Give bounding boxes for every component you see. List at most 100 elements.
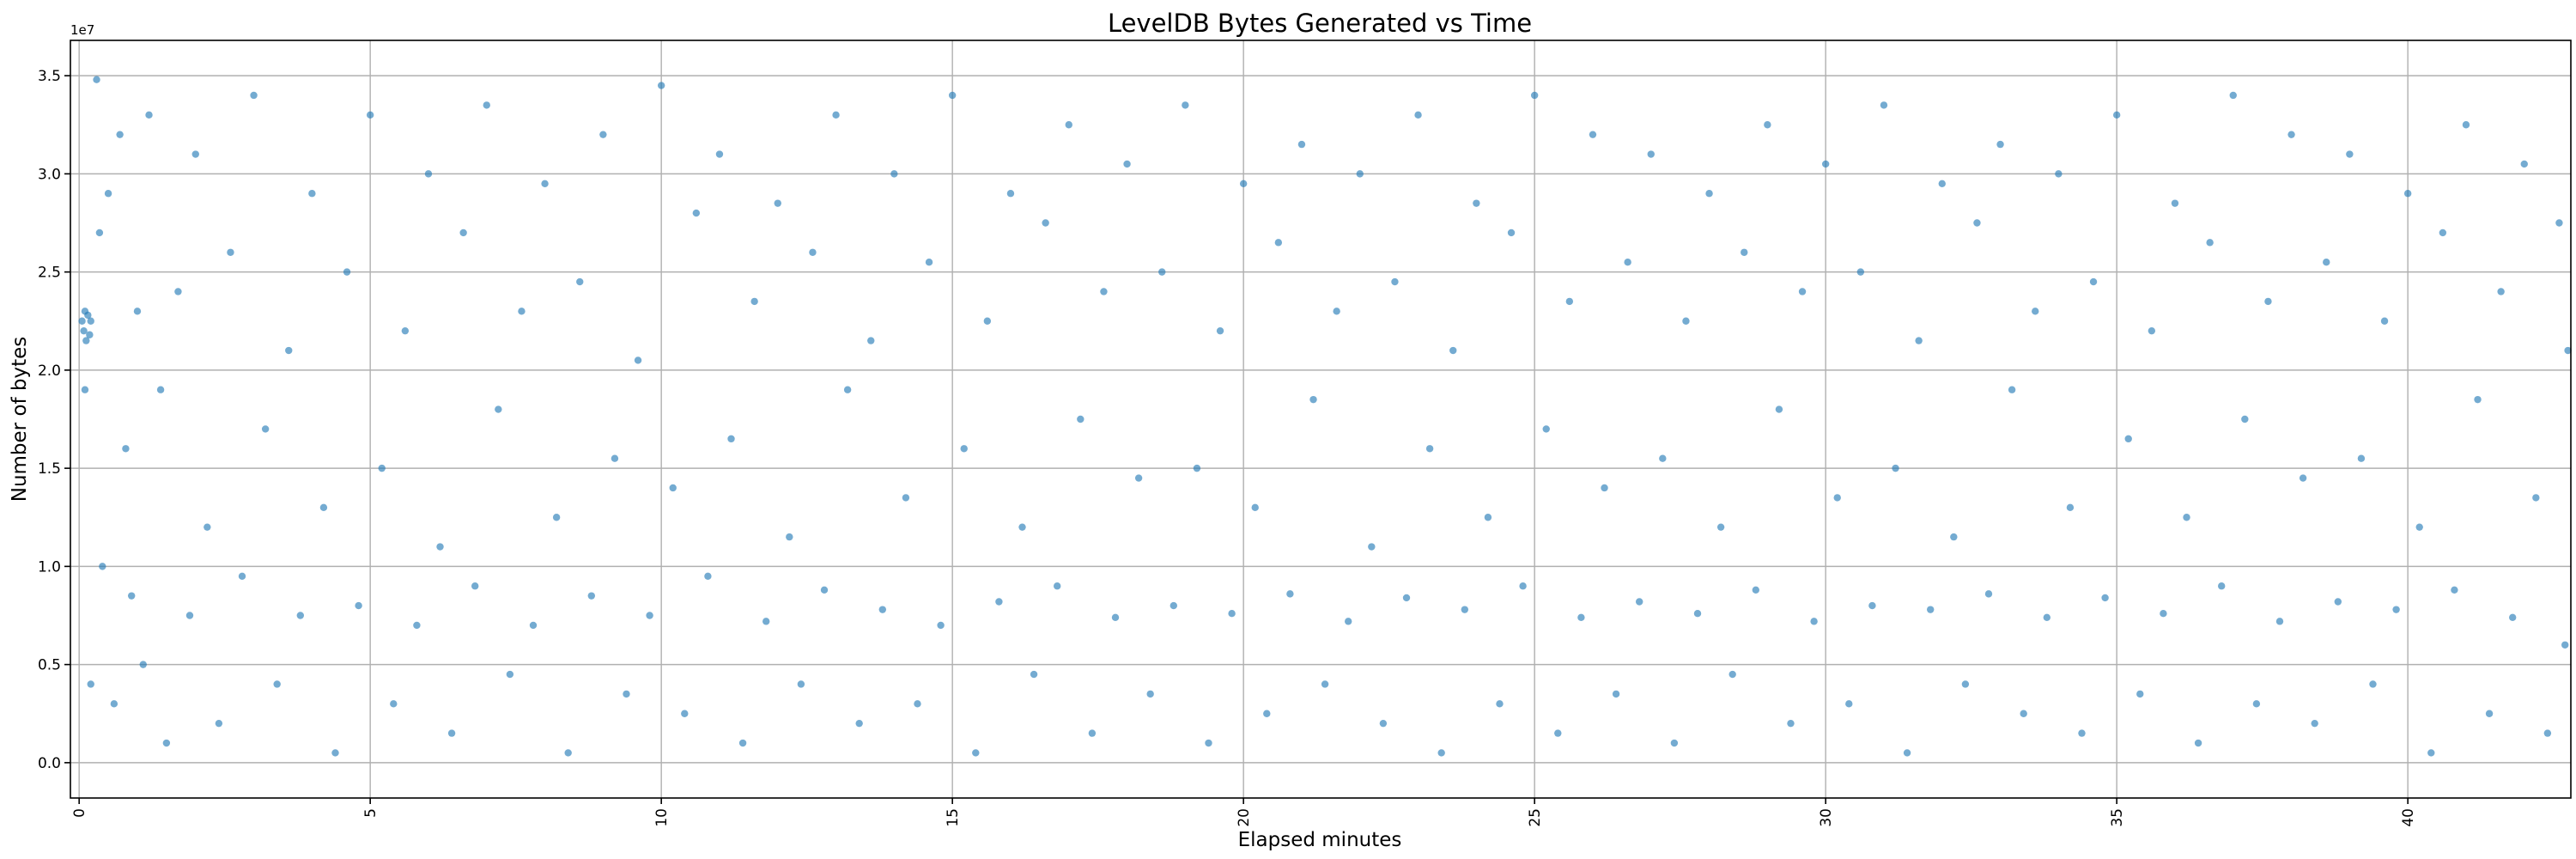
- data-point: [2299, 474, 2307, 482]
- data-point: [1787, 719, 1795, 728]
- data-point: [727, 435, 735, 443]
- data-point: [2089, 277, 2098, 286]
- data-point: [715, 150, 724, 158]
- data-point: [587, 592, 596, 600]
- data-point: [2148, 326, 2156, 335]
- data-point: [1670, 739, 1679, 747]
- data-point: [1484, 514, 1492, 521]
- data-point: [133, 308, 142, 315]
- data-point: [1437, 749, 1445, 757]
- data-point: [786, 533, 793, 541]
- x-tick-label: 0: [71, 808, 88, 818]
- data-point: [1833, 494, 1841, 502]
- data-point: [1589, 131, 1597, 138]
- chart-title: LevelDB Bytes Generated vs Time: [1108, 9, 1532, 38]
- data-point: [611, 454, 619, 462]
- data-point: [87, 680, 94, 688]
- data-point: [2497, 288, 2505, 295]
- data-point: [797, 680, 805, 688]
- data-point: [1461, 606, 1469, 613]
- data-point: [1228, 610, 1236, 618]
- data-point: [2561, 641, 2569, 649]
- data-point: [2392, 606, 2400, 613]
- data-point: [937, 621, 945, 630]
- data-point: [1170, 601, 1178, 610]
- data-point: [2229, 91, 2237, 100]
- data-point: [1356, 170, 1364, 178]
- data-point: [122, 445, 130, 453]
- data-point: [1821, 160, 1830, 168]
- data-point: [1193, 464, 1201, 472]
- data-point: [1798, 288, 1807, 295]
- data-point: [506, 670, 514, 679]
- data-point: [1764, 121, 1771, 129]
- y-axis-offset-label: 1e7: [70, 22, 94, 38]
- data-point: [1333, 308, 1340, 315]
- data-point: [878, 606, 887, 613]
- data-point: [1577, 613, 1585, 621]
- y-tick-label: 0.5: [38, 657, 61, 674]
- data-point: [261, 425, 270, 433]
- data-point: [2564, 346, 2572, 355]
- data-point: [738, 739, 747, 747]
- data-point: [1309, 395, 1317, 404]
- data-point: [250, 91, 258, 100]
- data-point: [127, 592, 136, 600]
- data-point: [1856, 268, 1865, 276]
- data-point: [185, 612, 194, 619]
- data-point: [1530, 91, 1539, 100]
- data-point: [832, 111, 840, 119]
- x-tick-label: 20: [1236, 808, 1253, 827]
- data-point: [1030, 670, 1038, 679]
- data-point: [855, 719, 863, 728]
- data-point: [2066, 503, 2075, 512]
- x-tick-label: 5: [362, 808, 380, 818]
- data-point: [1449, 346, 1457, 355]
- data-point: [1507, 228, 1516, 237]
- data-point: [1251, 503, 1259, 512]
- data-point: [1042, 219, 1049, 227]
- data-point: [227, 248, 234, 256]
- data-point: [1425, 445, 1434, 453]
- data-point: [390, 700, 398, 708]
- data-point: [2275, 618, 2284, 625]
- data-point: [809, 248, 817, 256]
- data-point: [552, 514, 561, 521]
- data-point: [104, 190, 112, 198]
- data-point: [1845, 700, 1853, 708]
- y-tick-label: 2.0: [38, 362, 61, 380]
- data-point: [995, 598, 1003, 606]
- data-point: [657, 82, 665, 89]
- data-point: [820, 586, 829, 594]
- data-point: [1496, 700, 1504, 708]
- data-point: [902, 494, 910, 502]
- data-point: [914, 700, 921, 708]
- data-point: [1728, 670, 1736, 679]
- x-tick-label: 30: [1818, 808, 1835, 827]
- data-point: [2543, 729, 2552, 737]
- data-point: [1065, 121, 1072, 129]
- data-point: [1182, 101, 1189, 109]
- data-point: [2334, 598, 2342, 606]
- data-point: [1205, 739, 1212, 747]
- data-point: [2287, 131, 2295, 138]
- data-point: [78, 317, 86, 325]
- data-point: [1054, 582, 1061, 590]
- data-point: [2462, 121, 2470, 129]
- data-point: [2112, 111, 2121, 119]
- data-point: [1659, 454, 1667, 462]
- data-point: [1216, 326, 1224, 335]
- data-point: [273, 680, 281, 688]
- data-point: [471, 582, 479, 590]
- data-point: [174, 288, 182, 295]
- data-point: [948, 91, 957, 100]
- data-point: [145, 111, 153, 119]
- x-tick-label: 35: [2109, 808, 2126, 827]
- data-point: [110, 700, 118, 708]
- grid-lines: [70, 40, 2571, 798]
- data-point: [204, 523, 211, 531]
- data-point: [1146, 690, 1154, 698]
- x-tick-label: 10: [653, 808, 671, 827]
- data-point: [972, 749, 980, 757]
